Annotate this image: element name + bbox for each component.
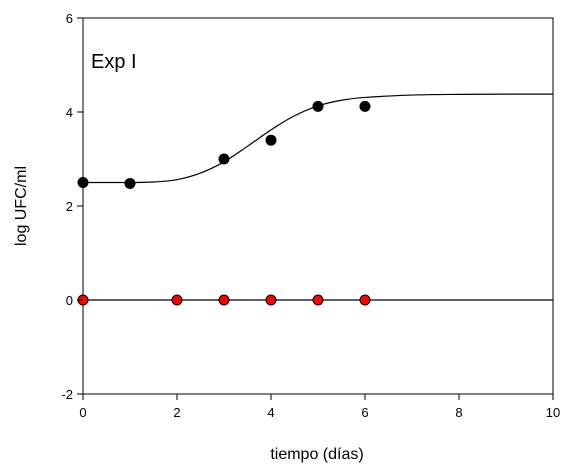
x-axis: 0 2 4 6 8 10 [79,394,560,420]
data-point-black [312,100,324,112]
x-tick-label: 0 [79,405,86,420]
data-point-black [124,177,136,189]
annotation-exp: Exp I [91,51,137,73]
data-point-black [77,177,89,188]
data-point-red [265,294,277,306]
data-point-red [359,294,371,306]
data-point-black [218,153,230,165]
fit-curve-sigmoid [82,93,554,184]
data-point-red [312,294,324,306]
y-tick-label: 0 [66,293,73,308]
data-point-black [359,100,371,112]
data-point-red [171,294,183,306]
y-axis-title: log UFC/ml [13,166,30,246]
y-tick-label: 2 [66,199,73,214]
plot-frame [82,17,554,395]
x-tick-label: 4 [267,405,274,420]
x-tick-label: 2 [173,405,180,420]
plot-area [77,17,554,395]
y-tick-label: -2 [61,387,73,402]
data-point-red [218,294,230,306]
x-tick-label: 6 [361,405,368,420]
y-tick-label: 4 [66,105,73,120]
y-axis: -2 0 2 4 6 [61,11,83,402]
x-tick-label: 10 [546,405,560,420]
data-point-black [265,134,277,146]
x-tick-label: 8 [455,405,462,420]
y-tick-label: 6 [66,11,73,26]
x-axis-title: tiempo (días) [270,446,363,463]
